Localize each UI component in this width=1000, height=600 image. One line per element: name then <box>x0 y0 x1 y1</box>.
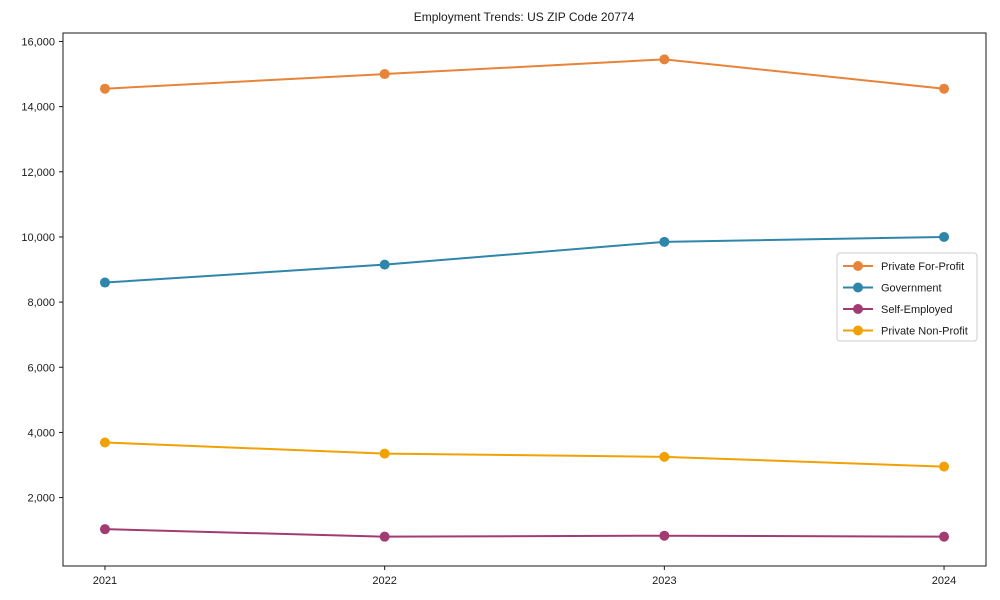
series-marker-government <box>659 236 670 247</box>
series-line-self-employed <box>104 528 945 538</box>
series-marker-private-for-profit <box>379 69 390 80</box>
y-axis-tick-label: 6,000 <box>27 362 55 374</box>
series-marker-self-employed <box>939 531 950 542</box>
series-marker-self-employed <box>379 531 390 542</box>
series-marker-private-non-profit <box>99 437 110 448</box>
y-axis-tick-label: 10,000 <box>21 232 55 244</box>
x-axis-tick-label: 2024 <box>932 575 956 587</box>
legend-label-private-for-profit: Private For-Profit <box>881 261 964 273</box>
y-axis-tick-label: 12,000 <box>21 167 55 179</box>
chart-title: Employment Trends: US ZIP Code 20774 <box>414 10 635 24</box>
y-axis-tick-label: 14,000 <box>21 102 55 114</box>
plot-border <box>62 32 987 567</box>
x-axis-tick-label: 2023 <box>652 575 676 587</box>
legend-label-government: Government <box>881 283 942 295</box>
legend-label-private-non-profit: Private Non-Profit <box>881 326 968 338</box>
series-marker-private-non-profit <box>659 451 670 462</box>
series-marker-private-for-profit <box>939 83 950 94</box>
legend-label-self-employed: Self-Employed <box>881 304 953 316</box>
legend-marker-government <box>853 282 863 293</box>
series-marker-government <box>939 231 950 242</box>
series-marker-private-for-profit <box>659 54 670 65</box>
legend-marker-self-employed <box>853 304 863 314</box>
legend-box <box>836 252 978 342</box>
series-marker-private-for-profit <box>99 83 110 94</box>
y-axis-tick-label: 4,000 <box>27 427 55 439</box>
series-marker-government <box>99 277 110 288</box>
series-marker-self-employed <box>99 524 110 535</box>
series-line-government <box>104 235 945 284</box>
x-axis-tick-label: 2021 <box>93 575 117 587</box>
legend-marker-private-for-profit <box>853 261 863 271</box>
series-marker-private-non-profit <box>939 461 950 472</box>
series-marker-government <box>379 259 390 270</box>
series-marker-self-employed <box>659 530 670 541</box>
x-axis-tick-label: 2022 <box>372 575 396 587</box>
legend-marker-private-non-profit <box>853 325 863 336</box>
y-axis-tick-label: 16,000 <box>21 36 55 48</box>
series-marker-private-non-profit <box>379 448 390 459</box>
series-line-private-for-profit <box>104 58 945 90</box>
y-axis-tick-label: 2,000 <box>27 493 55 505</box>
y-axis-tick-label: 8,000 <box>27 297 55 309</box>
series-line-private-non-profit <box>104 441 945 468</box>
